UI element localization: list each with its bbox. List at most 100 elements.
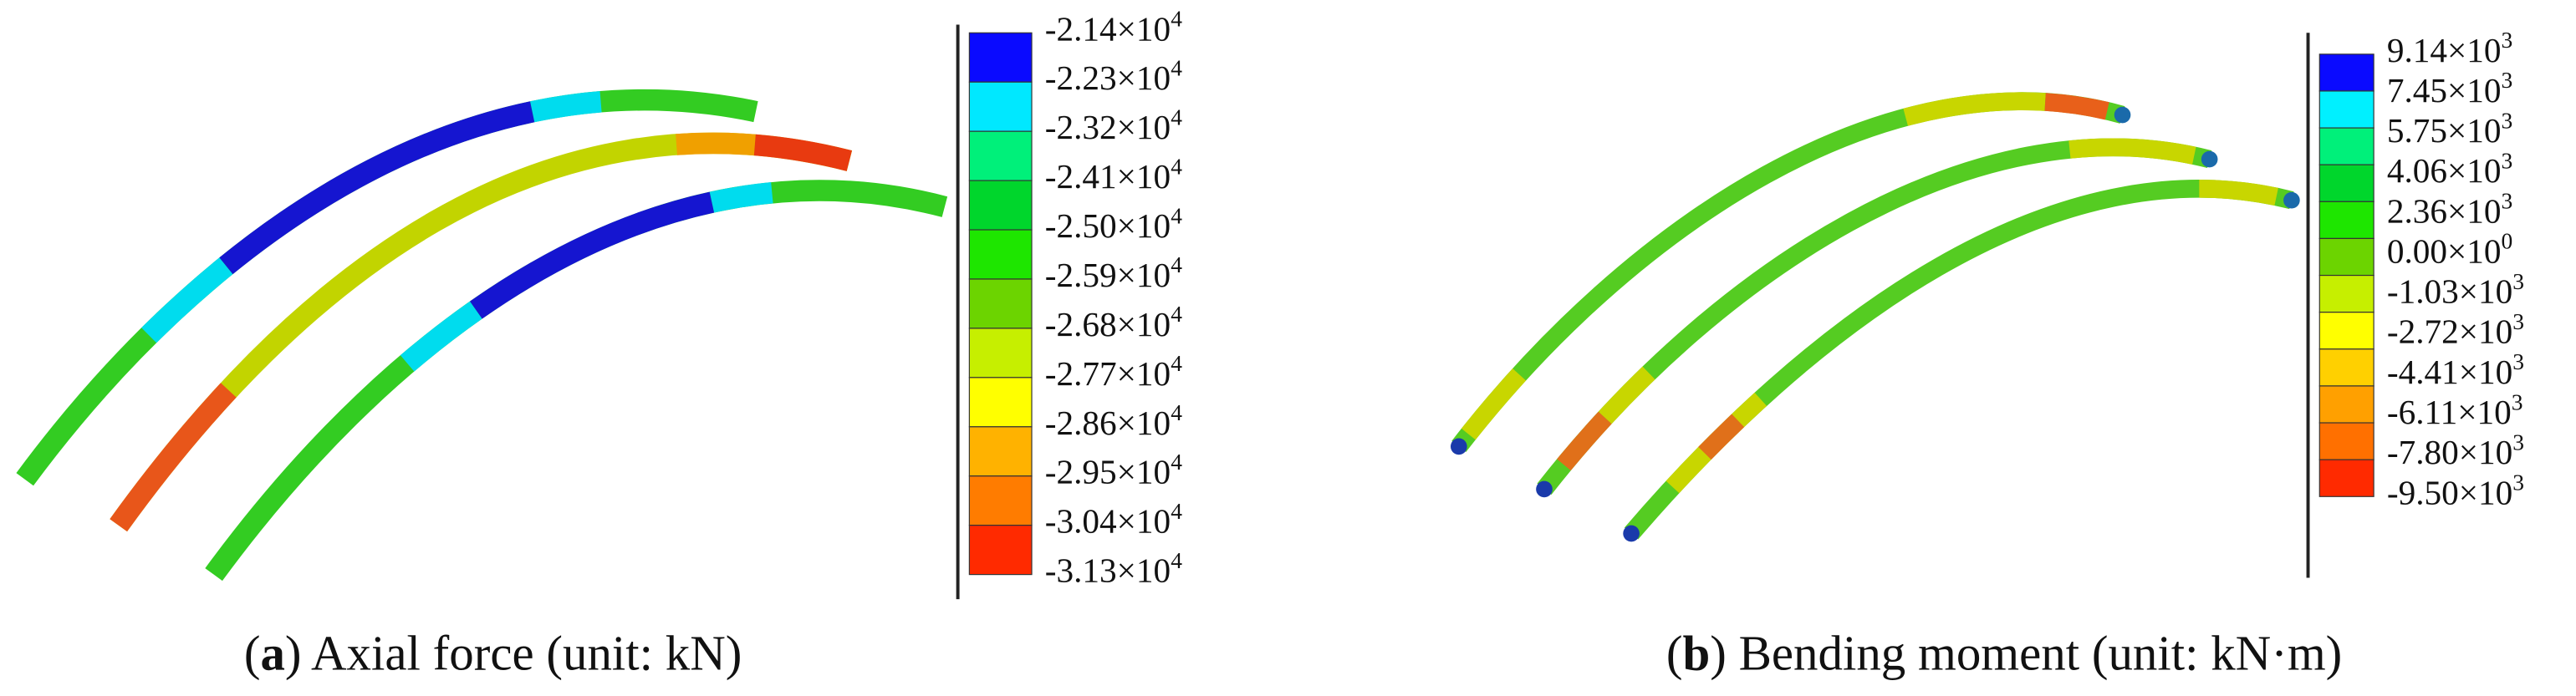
legend-mantissa: 9.14×10 — [2387, 31, 2502, 69]
caption: (a) Axial force (unit: kN) — [244, 626, 742, 681]
legend: 9.14×1037.45×1035.75×1034.06×1032.36×103… — [2318, 27, 2524, 512]
arch-model-b — [1450, 92, 2300, 542]
caption-label: b — [1682, 626, 1710, 681]
legend-label: -1.03×103 — [2387, 268, 2524, 311]
legend-exponent: 3 — [2502, 108, 2513, 134]
legend-exponent: 4 — [1171, 203, 1182, 229]
legend-exponent: 3 — [2512, 429, 2524, 455]
legend-exponent: 4 — [1171, 104, 1182, 130]
legend-swatch — [2318, 312, 2375, 350]
legend-swatch — [2318, 127, 2375, 165]
legend-exponent: 3 — [2502, 68, 2513, 94]
legend-label: -6.11×103 — [2387, 389, 2523, 432]
legend-label: -9.50×103 — [2387, 470, 2524, 512]
legend-swatch — [2318, 459, 2375, 497]
legend-swatch — [2318, 90, 2375, 129]
caption: (b) Bending moment (unit: kN·m) — [1666, 626, 2342, 681]
legend-mantissa: -2.14×10 — [1045, 10, 1171, 48]
legend-mantissa: -3.04×10 — [1045, 502, 1171, 541]
legend-exponent: 3 — [2512, 308, 2524, 334]
legend-exponent: 3 — [2502, 188, 2513, 214]
legend-label: -2.86×104 — [1045, 399, 1182, 442]
legend-label: -4.41×103 — [2387, 348, 2524, 391]
legend-exponent: 4 — [1171, 55, 1182, 81]
legend-swatch — [2318, 237, 2375, 277]
legend-exponent: 4 — [1171, 399, 1182, 425]
legend-mantissa: -9.50×10 — [2387, 474, 2512, 512]
legend-swatch — [2318, 201, 2375, 240]
legend-mantissa: -2.59×10 — [1045, 256, 1171, 294]
legend-mantissa: -2.68×10 — [1045, 305, 1171, 343]
legend-label: 7.45×103 — [2387, 68, 2512, 110]
legend-exponent: 0 — [2502, 228, 2513, 254]
legend-mantissa: -2.86×10 — [1045, 404, 1171, 442]
legend: -2.14×104-2.23×104-2.32×104-2.41×104-2.5… — [968, 6, 1182, 590]
legend-swatch — [968, 229, 1033, 280]
legend-exponent: 4 — [1171, 6, 1182, 32]
legend-swatch — [2318, 53, 2375, 92]
legend-mantissa: -6.11×10 — [2387, 394, 2512, 432]
legend-label: 9.14×103 — [2387, 27, 2512, 69]
legend-swatch — [968, 475, 1033, 526]
legend-exponent: 3 — [2512, 348, 2524, 374]
legend-mantissa: -4.41×10 — [2387, 353, 2512, 391]
legend-swatch — [2318, 348, 2375, 387]
legend-mantissa: -2.32×10 — [1045, 109, 1171, 147]
caption-open: ( — [1666, 626, 1683, 681]
legend-label: -7.80×103 — [2387, 429, 2524, 472]
legend-exponent: 4 — [1171, 301, 1182, 327]
legend-swatch — [968, 525, 1033, 576]
legend-exponent: 4 — [1171, 498, 1182, 524]
legend-exponent: 4 — [1171, 252, 1182, 278]
legend-label: 5.75×103 — [2387, 108, 2512, 150]
legend-label: 4.06×103 — [2387, 148, 2512, 191]
caption-open: ( — [244, 626, 261, 681]
legend-swatch — [968, 180, 1033, 231]
legend-exponent: 3 — [2502, 27, 2513, 53]
legend-mantissa: -2.77×10 — [1045, 354, 1171, 393]
legend-mantissa: 5.75×10 — [2387, 112, 2502, 150]
legend-mantissa: -2.95×10 — [1045, 453, 1171, 491]
legend-swatch — [968, 278, 1033, 329]
legend-mantissa: 0.00×10 — [2387, 232, 2502, 271]
legend-label: -3.13×104 — [1045, 547, 1182, 590]
legend-exponent: 4 — [1171, 154, 1182, 180]
legend-exponent: 4 — [1171, 350, 1182, 376]
legend-mantissa: -2.23×10 — [1045, 59, 1171, 98]
legend-exponent: 3 — [2502, 148, 2513, 174]
legend-mantissa: -2.41×10 — [1045, 158, 1171, 196]
legend-swatch — [968, 130, 1033, 181]
legend-exponent: 4 — [1171, 449, 1182, 475]
legend-label: -2.95×104 — [1045, 449, 1182, 491]
caption-label: a — [260, 626, 284, 681]
legend-mantissa: -2.72×10 — [2387, 312, 2512, 351]
legend-label: -2.14×104 — [1045, 6, 1182, 48]
caption-text: ) Axial force (unit: kN) — [285, 626, 742, 681]
arch-model-a — [16, 89, 948, 582]
legend-label: -2.59×104 — [1045, 252, 1182, 295]
legend-exponent: 3 — [2512, 470, 2524, 495]
legend-mantissa: -2.50×10 — [1045, 207, 1171, 246]
legend-mantissa: 4.06×10 — [2387, 152, 2502, 191]
legend-label: -2.41×104 — [1045, 154, 1182, 196]
legend-mantissa: -1.03×10 — [2387, 272, 2512, 311]
legend-swatch — [2318, 422, 2375, 460]
legend-label: -2.32×104 — [1045, 104, 1182, 147]
legend-label: -2.77×104 — [1045, 350, 1182, 393]
legend-mantissa: -7.80×10 — [2387, 434, 2512, 472]
legend-exponent: 4 — [1171, 547, 1182, 573]
legend-exponent: 3 — [2512, 268, 2524, 294]
legend-swatch — [968, 426, 1033, 477]
caption-text: ) Bending moment (unit: kN·m) — [1710, 626, 2342, 681]
legend-swatch — [2318, 164, 2375, 202]
legend-mantissa: -3.13×10 — [1045, 551, 1171, 590]
legend-label: -2.68×104 — [1045, 301, 1182, 343]
legend-swatch — [968, 32, 1033, 83]
legend-label: -3.04×104 — [1045, 498, 1182, 541]
legend-swatch — [968, 328, 1033, 378]
legend-mantissa: 7.45×10 — [2387, 71, 2502, 109]
legend-swatch — [2318, 274, 2375, 313]
legend-label: 2.36×103 — [2387, 188, 2512, 231]
